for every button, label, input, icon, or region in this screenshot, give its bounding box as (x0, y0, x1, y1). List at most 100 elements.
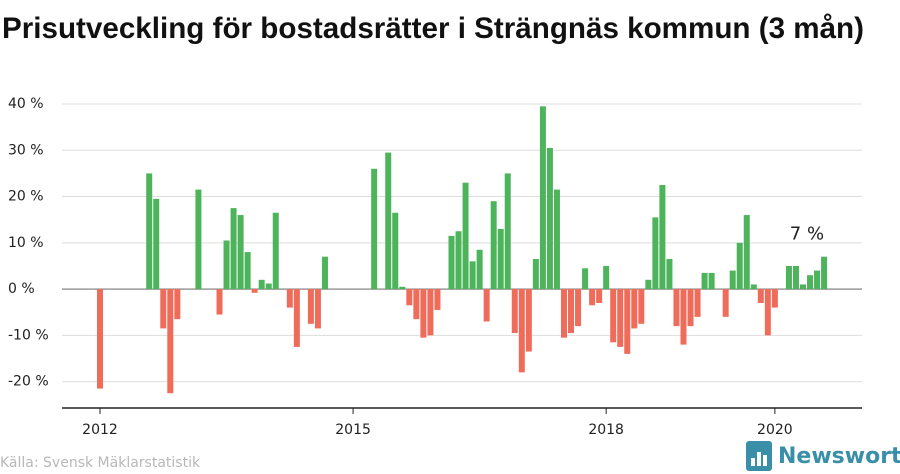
value-label: 7 % (790, 224, 824, 245)
bar (560, 289, 567, 338)
bar (216, 289, 223, 315)
bar (800, 284, 806, 290)
bar (385, 152, 392, 290)
bar (97, 289, 103, 389)
y-tick-label: 10 % (8, 235, 44, 251)
bar (399, 286, 406, 290)
bar (167, 289, 174, 394)
x-tick-label: 2012 (82, 422, 118, 438)
bar (814, 270, 821, 290)
bar (371, 168, 378, 290)
bar (757, 289, 764, 303)
bar (821, 256, 828, 290)
logo-icon-bar (757, 452, 761, 466)
bar (195, 189, 202, 290)
bar (146, 173, 153, 290)
x-tick-label: 2018 (588, 422, 624, 438)
bar (406, 289, 413, 306)
bar (413, 289, 420, 320)
bar (448, 235, 455, 290)
logo-icon-bar (763, 455, 767, 466)
bar (223, 240, 230, 290)
bar (659, 184, 666, 290)
bar (722, 289, 729, 317)
bar (736, 242, 743, 290)
bar (392, 212, 399, 290)
bar (610, 289, 617, 343)
x-tick-label: 2015 (335, 422, 371, 438)
bar (631, 289, 638, 329)
logo-text: Newsworthy (778, 444, 900, 469)
bar (603, 265, 610, 290)
bar (321, 256, 328, 290)
bar (153, 198, 160, 290)
bar (708, 272, 715, 290)
bar (638, 289, 645, 324)
y-tick-label: 20 % (8, 189, 44, 205)
bar (286, 289, 293, 308)
y-tick-label: 40 % (8, 96, 44, 112)
bar (265, 283, 272, 290)
x-tick-label: 2020 (757, 422, 793, 438)
bar (582, 268, 589, 290)
bar (652, 217, 659, 290)
bar (230, 208, 237, 290)
bar (792, 265, 799, 290)
bar (785, 265, 792, 290)
bar (307, 289, 314, 324)
bar (539, 106, 546, 290)
bar (596, 289, 603, 303)
bar (645, 279, 652, 290)
bar (532, 259, 539, 290)
bar (666, 259, 673, 290)
bar (553, 189, 560, 290)
bar (546, 147, 553, 290)
bar (764, 289, 771, 336)
bar (174, 289, 181, 320)
bar (750, 284, 757, 290)
bar (680, 289, 687, 345)
bar (568, 289, 575, 334)
bar (237, 215, 244, 290)
bar (420, 289, 427, 338)
logo: Newsworthy (746, 441, 900, 471)
bar (469, 261, 476, 290)
y-tick-label: 0 % (8, 281, 35, 297)
bar (701, 272, 708, 290)
bar (455, 231, 462, 290)
bar (771, 289, 778, 308)
bar (743, 215, 750, 290)
bar (427, 289, 434, 336)
bar (687, 289, 694, 327)
bar (575, 289, 582, 327)
y-tick-label: -10 % (8, 327, 49, 343)
bar (511, 289, 518, 334)
bar (293, 289, 300, 347)
bar (729, 270, 736, 290)
bar (490, 201, 497, 290)
bar (434, 289, 441, 310)
y-tick-label: 30 % (8, 142, 44, 158)
bar (314, 289, 321, 329)
bar (673, 289, 680, 327)
bar (497, 228, 504, 290)
source: Källa: Svensk Mäklarstatistik (0, 455, 201, 471)
bar (272, 212, 279, 290)
chart-title: Prisutveckling för bostadsrätter i Strän… (2, 12, 864, 45)
bar (589, 289, 596, 306)
bar (476, 249, 483, 290)
bar (617, 289, 624, 347)
bar (518, 289, 525, 373)
bar (694, 289, 701, 317)
bar (462, 182, 469, 290)
bar (251, 289, 258, 293)
bar (258, 279, 265, 290)
bar (504, 173, 511, 290)
bar (160, 289, 167, 329)
bar (483, 289, 490, 322)
bar (244, 252, 251, 290)
bar (807, 275, 814, 290)
y-tick-label: -20 % (8, 374, 49, 390)
bar (624, 289, 631, 354)
